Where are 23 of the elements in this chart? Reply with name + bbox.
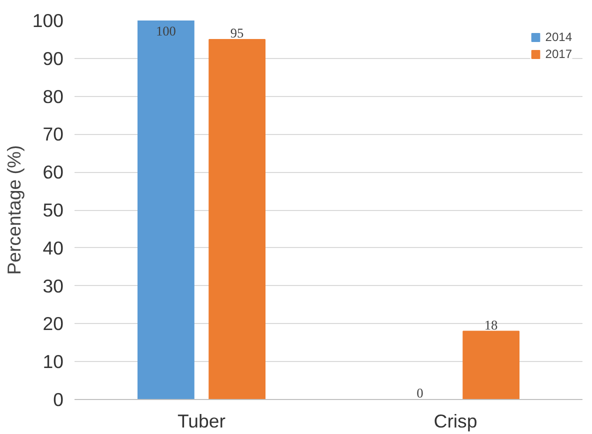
x-tick-label: Tuber <box>177 410 226 432</box>
x-tick-label: Crisp <box>434 410 478 432</box>
y-tick-label: 40 <box>42 237 64 258</box>
y-tick-label: 100 <box>32 10 64 31</box>
y-tick-label: 90 <box>42 48 64 69</box>
data-label: 100 <box>156 24 176 38</box>
y-tick-label: 10 <box>42 351 64 372</box>
y-tick-label: 0 <box>53 389 64 410</box>
y-axis-title: Percentage (%) <box>3 145 24 275</box>
y-tick-label: 20 <box>42 313 64 334</box>
y-tick-label: 50 <box>42 200 64 220</box>
y-tick-label: 60 <box>42 162 64 183</box>
y-tick-label: 70 <box>42 124 64 145</box>
y-tick-label: 30 <box>42 275 64 296</box>
data-label: 18 <box>484 317 498 332</box>
legend-label: 2014 <box>545 30 572 44</box>
bar <box>462 330 520 400</box>
y-tick-label: 80 <box>42 86 64 107</box>
bar <box>208 38 266 400</box>
legend-label: 2017 <box>545 47 572 61</box>
data-label: 0 <box>416 386 424 400</box>
bar <box>138 20 194 400</box>
data-label: 95 <box>230 25 244 40</box>
